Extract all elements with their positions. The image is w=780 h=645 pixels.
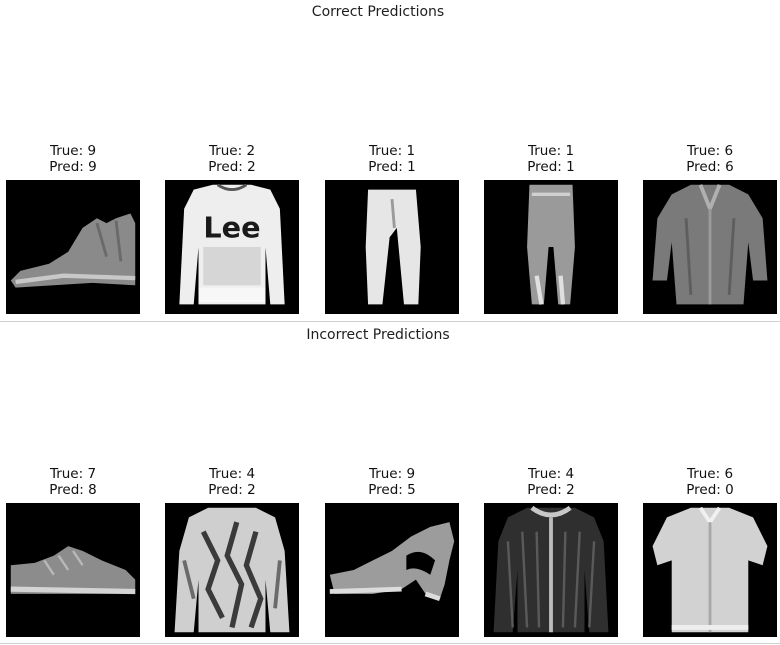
- pred-label: Pred: 2: [208, 482, 256, 498]
- section-title-correct: Correct Predictions: [311, 4, 445, 20]
- pred-label: Pred: 2: [208, 159, 256, 175]
- true-label: True: 9: [368, 466, 416, 482]
- prediction-panel: True: 7 Pred: 8: [6, 466, 140, 637]
- prediction-panel: True: 4 Pred: 2: [484, 466, 618, 637]
- sneaker-icon: [6, 503, 140, 637]
- incorrect-predictions-section: Incorrect Predictions True: 7 Pred: 8 Tr…: [0, 323, 780, 645]
- pullover-logo-print: Lee: [203, 210, 260, 244]
- trouser-icon: [325, 180, 459, 314]
- true-label: True: 4: [527, 466, 575, 482]
- trouser-icon: [484, 180, 618, 314]
- true-label: True: 6: [686, 466, 734, 482]
- prediction-panel: True: 2 Pred: 2 Lee: [165, 143, 299, 314]
- pred-label: Pred: 1: [527, 159, 575, 175]
- true-label: True: 9: [49, 143, 97, 159]
- prediction-panel: True: 1 Pred: 1: [325, 143, 459, 314]
- cardigan-icon: [484, 503, 618, 637]
- shirt-icon: [643, 180, 777, 314]
- ankle-boot-icon: [6, 180, 140, 314]
- pred-label: Pred: 2: [527, 482, 575, 498]
- prediction-panel: True: 9 Pred: 5: [325, 466, 459, 637]
- prediction-panel: True: 9 Pred: 9: [6, 143, 140, 314]
- section-divider: [0, 321, 780, 322]
- pullover-icon: Lee: [165, 180, 299, 314]
- prediction-panel: True: 4 Pred: 2: [165, 466, 299, 637]
- section-divider: [0, 643, 780, 644]
- sandal-icon: [325, 503, 459, 637]
- pred-label: Pred: 8: [49, 482, 97, 498]
- section-title-incorrect: Incorrect Predictions: [306, 327, 450, 343]
- prediction-panel: True: 1 Pred: 1: [484, 143, 618, 314]
- pred-label: Pred: 5: [368, 482, 416, 498]
- prediction-panel: True: 6 Pred: 0: [643, 466, 777, 637]
- pred-label: Pred: 0: [686, 482, 734, 498]
- correct-predictions-section: Correct Predictions True: 9 Pred: 9 True…: [0, 0, 780, 322]
- true-label: True: 6: [686, 143, 734, 159]
- pred-label: Pred: 1: [368, 159, 416, 175]
- true-label: True: 4: [208, 466, 256, 482]
- prediction-panel: True: 6 Pred: 6: [643, 143, 777, 314]
- coat-icon: [165, 503, 299, 637]
- pred-label: Pred: 9: [49, 159, 97, 175]
- true-label: True: 2: [208, 143, 256, 159]
- true-label: True: 1: [368, 143, 416, 159]
- true-label: True: 1: [527, 143, 575, 159]
- pred-label: Pred: 6: [686, 159, 734, 175]
- tshirt-icon: [643, 503, 777, 637]
- true-label: True: 7: [49, 466, 97, 482]
